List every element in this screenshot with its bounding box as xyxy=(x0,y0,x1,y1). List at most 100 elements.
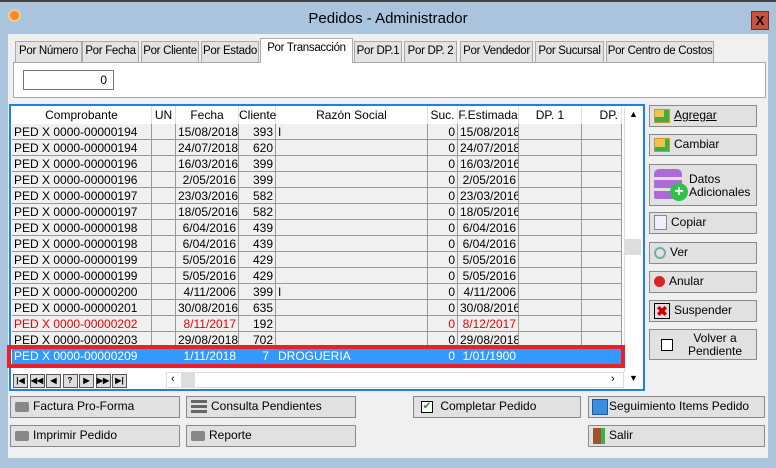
salir-button[interactable]: Salir xyxy=(588,425,765,447)
consulta-pendientes-button[interactable]: Consulta Pendientes xyxy=(186,396,356,418)
tab-por-n-mero[interactable]: Por Número xyxy=(15,41,82,62)
cell-comprobante: PED X 0000-00000199 xyxy=(12,252,152,268)
cell-cliente: 702 xyxy=(239,332,276,348)
tab-por-estado[interactable]: Por Estado xyxy=(201,41,259,62)
cell-dp-1 xyxy=(519,236,582,252)
cell-comprobante: PED X 0000-00000197 xyxy=(12,188,152,204)
tab-por-fecha[interactable]: Por Fecha xyxy=(82,41,139,62)
printer-icon xyxy=(191,430,205,441)
cell-comprobante: PED X 0000-00000196 xyxy=(12,172,152,188)
volver-checkbox[interactable] xyxy=(661,339,673,351)
tab-por-cliente[interactable]: Por Cliente xyxy=(141,41,199,62)
column-header-4[interactable]: Razón Social xyxy=(276,106,428,124)
cell-f-estimada: 5/05/2016 xyxy=(458,252,519,268)
factura-proforma-button[interactable]: Factura Pro-Forma xyxy=(10,396,180,418)
cell-raz-n-social xyxy=(276,316,428,332)
seguimiento-items-button[interactable]: Seguimiento Items Pedido xyxy=(588,396,765,418)
cell-raz-n-social xyxy=(276,268,428,284)
cell-fecha: 15/08/2018 xyxy=(176,124,239,140)
scroll-thumb-h[interactable] xyxy=(181,373,195,387)
cell-dp-1 xyxy=(519,348,582,364)
cell-f-estimada: 29/08/2018 xyxy=(458,332,519,348)
imprimir-pedido-button[interactable]: Imprimir Pedido xyxy=(10,425,180,447)
cell-dp- xyxy=(582,316,622,332)
cell-dp- xyxy=(582,188,622,204)
cell-raz-n-social xyxy=(276,332,428,348)
reporte-button[interactable]: Reporte xyxy=(186,425,356,447)
column-header-0[interactable]: Comprobante xyxy=(12,106,152,124)
scroll-left-icon[interactable]: ‹ xyxy=(171,373,175,385)
column-header-6[interactable]: F.Estimada xyxy=(458,106,519,124)
tab-por-centro-de-costos[interactable]: Por Centro de Costos xyxy=(606,41,714,62)
printer-icon xyxy=(15,430,29,441)
anular-button[interactable]: Anular xyxy=(649,271,757,293)
suspender-button[interactable]: ✖ Suspender xyxy=(649,300,757,322)
nav-prev-button[interactable]: ◀ xyxy=(46,374,61,388)
cell-cliente: 582 xyxy=(239,188,276,204)
scroll-down-icon[interactable]: ▼ xyxy=(629,373,638,383)
cell-cliente: 399 xyxy=(239,172,276,188)
cell-un xyxy=(152,140,176,156)
cell-dp-1 xyxy=(519,252,582,268)
cell-dp-1 xyxy=(519,172,582,188)
nav-prev-page-button[interactable]: ◀◀ xyxy=(29,374,45,388)
completar-pedido-button[interactable]: ✔ Completar Pedido xyxy=(413,396,581,418)
nav-query-button[interactable]: ? xyxy=(62,374,78,388)
scroll-right-icon[interactable]: › xyxy=(611,373,615,385)
cell-suc-: 0 xyxy=(428,284,458,300)
nav-next-page-button[interactable]: ▶▶ xyxy=(95,374,111,388)
cell-un xyxy=(152,316,176,332)
cell-dp-1 xyxy=(519,204,582,220)
nav-last-button[interactable]: ▶| xyxy=(112,374,127,388)
column-header-8[interactable]: DP. xyxy=(582,106,622,124)
horizontal-scrollbar[interactable]: ‹ › xyxy=(166,372,624,388)
cambiar-button[interactable]: Cambiar xyxy=(649,134,757,156)
cell-fecha: 18/05/2016 xyxy=(176,204,239,220)
nav-next-button[interactable]: ▶ xyxy=(79,374,94,388)
transaction-input[interactable]: 0 xyxy=(23,70,114,90)
cell-cliente: 439 xyxy=(239,236,276,252)
checkbox-checked-icon[interactable]: ✔ xyxy=(421,400,433,413)
cell-cliente: 582 xyxy=(239,204,276,220)
cell-fecha: 5/05/2016 xyxy=(176,268,239,284)
nav-first-button[interactable]: |◀ xyxy=(13,374,28,388)
column-header-3[interactable]: Cliente xyxy=(239,106,277,124)
cell-fecha: 2/05/2016 xyxy=(176,172,239,188)
cell-cliente: 429 xyxy=(239,252,276,268)
cancel-icon xyxy=(654,276,665,288)
vertical-scrollbar[interactable]: ▲ ▼ xyxy=(624,107,641,383)
copiar-button[interactable]: Copiar xyxy=(649,212,757,234)
column-header-7[interactable]: DP. 1 xyxy=(519,106,582,124)
cell-fecha: 23/03/2016 xyxy=(176,188,239,204)
tab-por-dp-1[interactable]: Por DP.1 xyxy=(354,41,402,62)
tab-por-vendedor[interactable]: Por Vendedor xyxy=(460,41,533,62)
cell-dp-1 xyxy=(519,124,582,140)
column-header-1[interactable]: UN xyxy=(152,106,176,124)
datos-adicionales-button[interactable]: + Datos Adicionales xyxy=(649,164,757,206)
cell-raz-n-social xyxy=(276,300,428,316)
scroll-thumb[interactable] xyxy=(625,239,641,255)
close-button[interactable]: X xyxy=(751,11,769,30)
cell-suc-: 0 xyxy=(428,300,458,316)
cell-f-estimada: 6/04/2016 xyxy=(458,236,519,252)
cell-f-estimada: 2/05/2016 xyxy=(458,172,519,188)
scroll-up-icon[interactable]: ▲ xyxy=(629,109,638,119)
app-icon xyxy=(8,9,21,22)
volver-pendiente-button[interactable]: Volver a Pendiente xyxy=(649,329,757,360)
tab-por-dp-2[interactable]: Por DP. 2 xyxy=(404,41,457,62)
ver-button[interactable]: Ver xyxy=(649,242,757,264)
cell-suc-: 0 xyxy=(428,316,458,332)
cell-fecha: 6/04/2016 xyxy=(176,220,239,236)
cell-raz-n-social xyxy=(276,252,428,268)
column-header-5[interactable]: Suc. xyxy=(428,106,458,124)
cell-cliente: 192 xyxy=(239,316,276,332)
cell-dp-1 xyxy=(519,300,582,316)
column-header-2[interactable]: Fecha xyxy=(176,106,239,124)
cell-f-estimada: 18/05/2016 xyxy=(458,204,519,220)
copy-icon xyxy=(654,215,667,231)
tab-por-sucursal[interactable]: Por Sucursal xyxy=(535,41,604,62)
cell-dp- xyxy=(582,300,622,316)
tab-por-transacci-n[interactable]: Por Transacción xyxy=(260,38,353,63)
cell-cliente: 439 xyxy=(239,220,276,236)
agregar-button[interactable]: Agregar xyxy=(649,105,757,127)
